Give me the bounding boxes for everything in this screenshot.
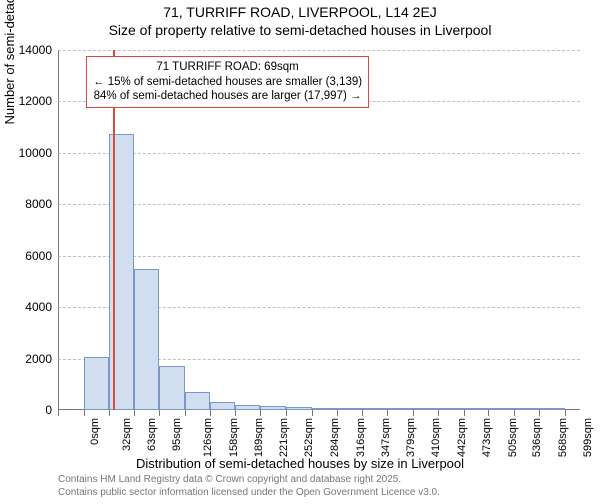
x-axis-label: Distribution of semi-detached houses by … <box>0 456 600 471</box>
x-tick-label: 63sqm <box>146 418 158 451</box>
title-address: 71, TURRIFF ROAD, LIVERPOOL, L14 2EJ <box>0 4 600 20</box>
x-tick <box>185 410 186 416</box>
x-tick-label: 189sqm <box>253 418 265 457</box>
x-tick <box>464 410 465 416</box>
histogram-bar <box>514 408 539 410</box>
y-tick-label: 8000 <box>4 197 52 211</box>
histogram-bar <box>312 408 337 410</box>
x-tick <box>58 410 59 416</box>
histogram-bar <box>387 408 413 410</box>
x-tick <box>387 410 388 416</box>
x-tick <box>312 410 313 416</box>
x-tick-label: 158sqm <box>228 418 240 457</box>
x-tick-label: 536sqm <box>532 418 544 457</box>
x-tick <box>260 410 261 416</box>
x-tick-label: 379sqm <box>406 418 418 457</box>
title-subtitle: Size of property relative to semi-detach… <box>0 22 600 38</box>
annotation-line: ← 15% of semi-detached houses are smalle… <box>93 75 362 90</box>
y-tick-label: 14000 <box>4 43 52 57</box>
histogram-bar <box>134 269 159 410</box>
x-tick <box>438 410 439 416</box>
x-tick-label: 95sqm <box>171 418 183 451</box>
histogram-bar <box>337 408 363 410</box>
x-tick <box>514 410 515 416</box>
x-tick-label: 0sqm <box>89 418 101 445</box>
x-tick-label: 505sqm <box>507 418 519 457</box>
x-tick-label: 473sqm <box>481 418 493 457</box>
y-tick-label: 4000 <box>4 300 52 314</box>
y-tick-label: 0 <box>4 403 52 417</box>
x-tick <box>84 410 85 416</box>
x-tick <box>109 410 110 416</box>
gridline <box>58 153 580 154</box>
x-tick-label: 442sqm <box>456 418 468 457</box>
gridline <box>58 256 580 257</box>
x-tick <box>488 410 489 416</box>
annotation-box: 71 TURRIFF ROAD: 69sqm← 15% of semi-deta… <box>86 56 369 108</box>
x-tick-label: 126sqm <box>202 418 214 457</box>
x-tick <box>235 410 236 416</box>
gridline <box>58 204 580 205</box>
x-tick <box>286 410 287 416</box>
histogram-bar <box>539 408 565 410</box>
histogram-bar <box>413 408 438 410</box>
histogram-bar <box>84 357 109 410</box>
gridline <box>58 50 580 51</box>
y-tick-label: 2000 <box>4 352 52 366</box>
histogram-bar <box>159 366 185 410</box>
histogram-bar <box>464 408 489 410</box>
x-tick-label: 316sqm <box>355 418 367 457</box>
x-tick <box>134 410 135 416</box>
x-tick <box>565 410 566 416</box>
x-tick-label: 284sqm <box>329 418 341 457</box>
histogram-bar <box>260 406 286 410</box>
histogram-bar <box>286 407 312 410</box>
histogram-bar <box>210 402 236 410</box>
histogram-bar <box>185 392 210 410</box>
histogram-bar <box>235 405 260 410</box>
x-tick-label: 221sqm <box>279 418 291 457</box>
x-tick <box>210 410 211 416</box>
footer-line2: Contains public sector information licen… <box>58 487 440 500</box>
x-tick <box>362 410 363 416</box>
x-tick <box>159 410 160 416</box>
x-tick <box>413 410 414 416</box>
x-tick-label: 252sqm <box>304 418 316 457</box>
attribution-footer: Contains HM Land Registry data © Crown c… <box>58 474 440 499</box>
chart-title: 71, TURRIFF ROAD, LIVERPOOL, L14 2EJ Siz… <box>0 4 600 38</box>
y-tick-label: 10000 <box>4 146 52 160</box>
y-tick-label: 6000 <box>4 249 52 263</box>
y-tick-label: 12000 <box>4 94 52 108</box>
x-tick <box>539 410 540 416</box>
footer-line1: Contains HM Land Registry data © Crown c… <box>58 474 440 487</box>
x-tick-label: 347sqm <box>380 418 392 457</box>
x-tick-label: 568sqm <box>557 418 569 457</box>
annotation-line: 71 TURRIFF ROAD: 69sqm <box>93 60 362 75</box>
histogram-bar <box>438 408 464 410</box>
x-tick-label: 410sqm <box>430 418 442 457</box>
histogram-bar <box>362 408 387 410</box>
x-tick-label: 32sqm <box>121 418 133 451</box>
x-tick-label: 599sqm <box>582 418 594 457</box>
histogram-bar <box>488 408 514 410</box>
annotation-line: 84% of semi-detached houses are larger (… <box>93 89 362 104</box>
x-tick <box>337 410 338 416</box>
